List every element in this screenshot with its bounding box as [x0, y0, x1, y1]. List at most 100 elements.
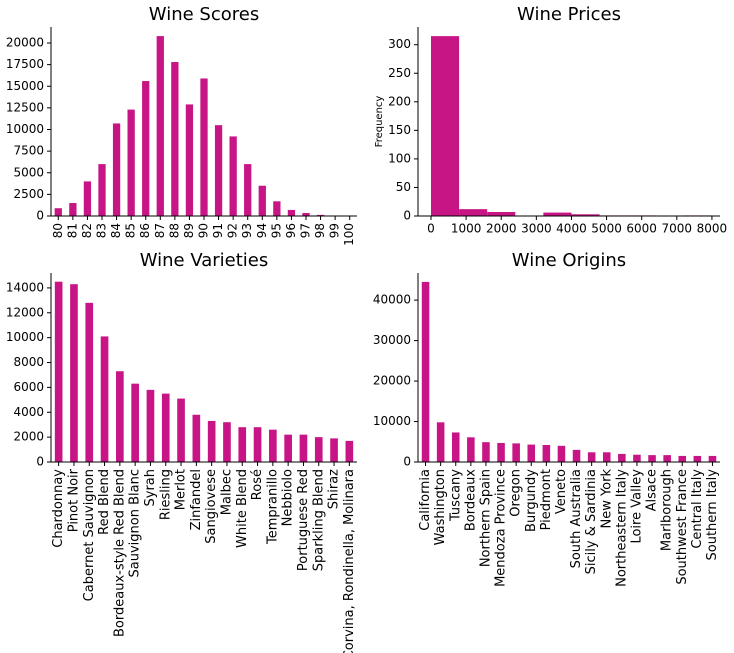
bar [69, 203, 77, 216]
bar [587, 452, 596, 462]
bar [112, 123, 121, 216]
x-tick-label: 1000 [451, 222, 482, 236]
y-tick-label: 15000 [6, 79, 44, 93]
y-tick-label: 0 [403, 209, 411, 223]
x-tick-label: 93 [240, 223, 254, 238]
y-tick-label: 0 [36, 209, 44, 223]
bar [258, 185, 266, 216]
bar [171, 62, 179, 216]
y-tick-label: 4000 [13, 405, 44, 419]
y-tick-label: 0 [36, 455, 44, 469]
bar [314, 437, 323, 462]
x-tick-label: 81 [65, 223, 79, 238]
x-tick-label: Nebbiolo [281, 469, 296, 526]
bar [421, 281, 430, 462]
chart-title: Wine Prices [517, 4, 621, 25]
bar [131, 383, 139, 462]
y-tick-label: 14000 [6, 280, 44, 294]
x-tick-label: 7000 [662, 222, 693, 236]
x-tick-label: Central Italy [690, 469, 705, 549]
y-tick-label: 300 [388, 37, 411, 51]
x-tick-label: Riesling [158, 469, 173, 520]
x-tick-label: White Blend [235, 469, 250, 548]
x-tick-label: Corvina, Rondinella, Molinara [342, 469, 357, 653]
x-tick-label: Loire Valley [629, 469, 644, 544]
x-tick-label: 8000 [697, 222, 728, 236]
y-tick-label: 10000 [373, 414, 411, 428]
y-tick-label: 100 [388, 151, 411, 165]
bar [302, 212, 310, 216]
bar [299, 434, 308, 462]
bar [116, 371, 124, 462]
bar [54, 208, 62, 216]
x-tick-label: 84 [109, 223, 123, 238]
x-tick-label: South Australia [569, 469, 584, 568]
x-tick-label: Southwest France [675, 469, 690, 585]
x-tick-label: Sicily & Sardinia [584, 469, 599, 574]
bar [451, 432, 460, 462]
chart-title: Wine Scores [149, 4, 259, 25]
x-tick-label: Merlot [174, 469, 189, 510]
bar [142, 81, 150, 216]
x-tick-label: 2000 [486, 222, 517, 236]
x-tick-label: Chardonnay [51, 469, 66, 548]
y-tick-label: 12000 [6, 305, 44, 319]
x-tick-label: Tuscany [448, 469, 463, 522]
x-tick-label: Portuguese Red [296, 469, 311, 571]
bar [345, 440, 354, 462]
y-axis-label: Frequency [374, 96, 385, 148]
bar [467, 437, 475, 462]
chart-title: Wine Origins [512, 250, 626, 271]
bar [269, 429, 277, 462]
x-tick-label: 98 [313, 223, 327, 238]
bar [648, 455, 656, 462]
x-tick-label: 94 [255, 223, 269, 238]
bar [127, 109, 135, 216]
x-tick-label: Alsace [645, 469, 660, 511]
x-tick-label: Red Blend [97, 469, 112, 535]
bar [708, 455, 717, 462]
y-tick-label: 2000 [13, 430, 44, 444]
x-tick-label: 85 [124, 223, 138, 238]
bar [572, 449, 581, 462]
bar [161, 393, 170, 462]
bar [602, 452, 611, 462]
bar [214, 125, 223, 216]
bar [238, 427, 247, 462]
bar [253, 427, 262, 462]
x-tick-label: Northern Spain [478, 469, 493, 567]
bar [146, 389, 155, 462]
y-tick-label: 5000 [13, 165, 44, 179]
x-tick-label: 0 [427, 222, 435, 236]
y-tick-label: 20000 [373, 374, 411, 388]
histogram-bar [487, 212, 516, 216]
x-tick-label: 86 [138, 223, 152, 238]
x-tick-label: 82 [80, 223, 94, 238]
x-tick-label: Oregon [509, 469, 524, 517]
bar [207, 420, 216, 462]
x-tick-label: 83 [95, 223, 109, 238]
y-tick-label: 20000 [6, 36, 44, 50]
bar [244, 164, 252, 216]
bar [70, 284, 78, 462]
y-tick-label: 10000 [6, 122, 44, 136]
bar [557, 445, 566, 462]
x-tick-label: Rosé [250, 469, 265, 500]
y-tick-label: 10000 [6, 330, 44, 344]
y-tick-label: 30000 [373, 333, 411, 347]
bar [330, 438, 338, 462]
x-tick-label: California [418, 469, 433, 531]
bar [83, 181, 92, 216]
y-tick-label: 150 [388, 123, 411, 137]
bar [192, 414, 201, 462]
x-tick-label: 88 [167, 223, 181, 238]
y-tick-label: 250 [388, 66, 411, 80]
x-tick-label: Sparkling Blend [311, 469, 326, 571]
x-tick-label: Malbec [219, 469, 234, 515]
bar [85, 302, 94, 462]
x-tick-label: 96 [284, 223, 298, 238]
x-tick-label: Piedmont [539, 469, 554, 530]
x-tick-label: Burgundy [524, 469, 539, 532]
x-tick-label: 4000 [556, 222, 587, 236]
